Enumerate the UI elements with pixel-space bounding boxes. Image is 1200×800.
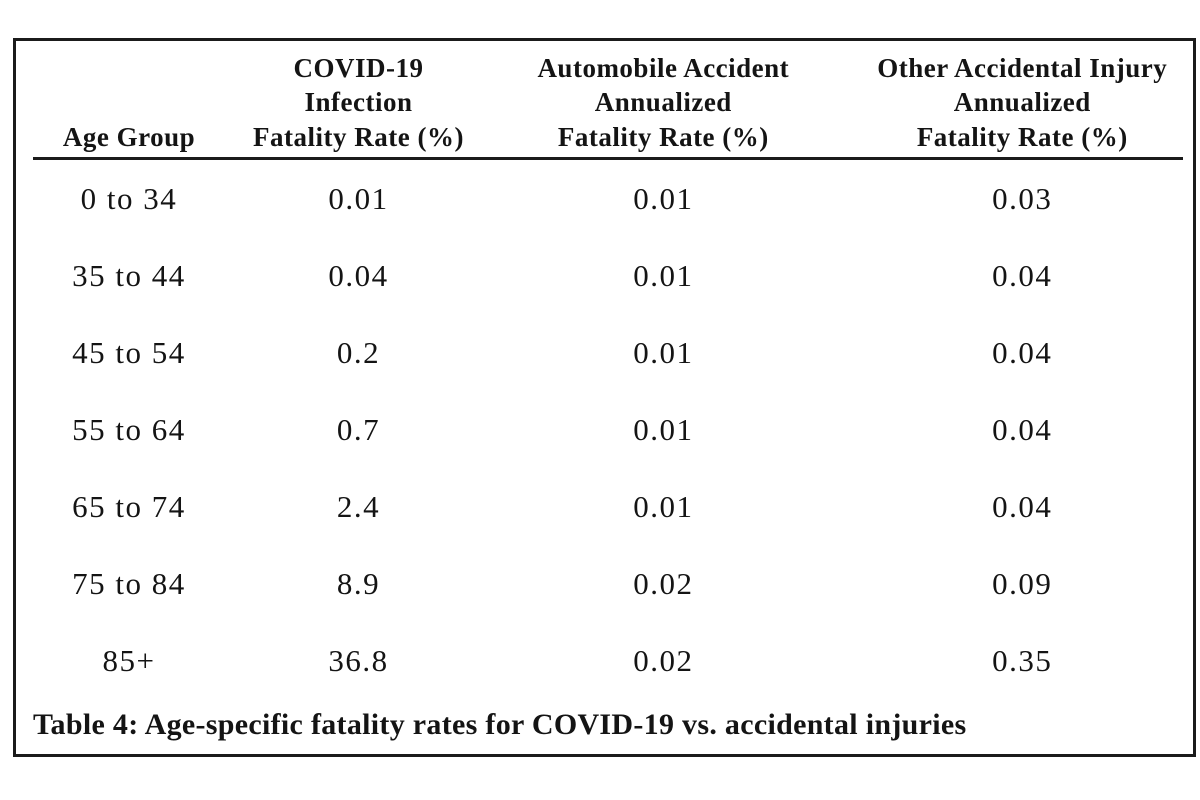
header-line: Fatality Rate (%) bbox=[253, 121, 464, 152]
table-row: 75 to 84 8.9 0.02 0.09 bbox=[16, 545, 1193, 622]
column-header-auto-accident: Automobile Accident Annualized Fatality … bbox=[475, 51, 852, 157]
cell-auto-fatality-rate: 0.02 bbox=[633, 642, 694, 678]
table-header-row: Age Group COVID-19 Infection Fatality Ra… bbox=[16, 41, 1193, 157]
header-line: Automobile Accident bbox=[537, 53, 790, 84]
cell-covid-ifr: 36.8 bbox=[328, 642, 389, 678]
header-line: COVID-19 bbox=[293, 53, 424, 84]
cell-covid-ifr: 0.7 bbox=[336, 411, 381, 447]
cell-age-group: 0 to 34 bbox=[80, 180, 178, 216]
table-row: 55 to 64 0.7 0.01 0.04 bbox=[16, 391, 1193, 468]
cell-auto-fatality-rate: 0.01 bbox=[633, 334, 694, 370]
cell-covid-ifr: 0.01 bbox=[328, 180, 389, 216]
table-row: 85+ 36.8 0.02 0.35 bbox=[16, 622, 1193, 699]
cell-age-group: 65 to 74 bbox=[72, 488, 186, 524]
table-body: 0 to 34 0.01 0.01 0.03 35 to 44 0.04 0.0… bbox=[16, 160, 1193, 699]
cell-age-group: 35 to 44 bbox=[72, 257, 186, 293]
cell-age-group: 75 to 84 bbox=[72, 565, 186, 601]
header-line: Fatality Rate (%) bbox=[557, 121, 769, 152]
cell-covid-ifr: 2.4 bbox=[336, 488, 381, 524]
header-line: Annualized bbox=[953, 87, 1091, 118]
cell-auto-fatality-rate: 0.01 bbox=[633, 488, 694, 524]
cell-other-fatality-rate: 0.09 bbox=[992, 565, 1053, 601]
cell-covid-ifr: 8.9 bbox=[336, 565, 381, 601]
cell-age-group: 85+ bbox=[102, 642, 156, 678]
cell-other-fatality-rate: 0.03 bbox=[992, 180, 1053, 216]
header-line: Age Group bbox=[62, 121, 196, 152]
cell-covid-ifr: 0.04 bbox=[328, 257, 389, 293]
table-4-container: Age Group COVID-19 Infection Fatality Ra… bbox=[13, 38, 1196, 757]
cell-age-group: 45 to 54 bbox=[72, 334, 186, 370]
table-caption: Table 4: Age-specific fatality rates for… bbox=[33, 708, 967, 741]
cell-other-fatality-rate: 0.35 bbox=[992, 642, 1053, 678]
table-row: 45 to 54 0.2 0.01 0.04 bbox=[16, 314, 1193, 391]
cell-other-fatality-rate: 0.04 bbox=[992, 488, 1053, 524]
column-header-covid-ifr: COVID-19 Infection Fatality Rate (%) bbox=[242, 51, 475, 157]
header-line: Fatality Rate (%) bbox=[916, 121, 1128, 152]
table-row: 65 to 74 2.4 0.01 0.04 bbox=[16, 468, 1193, 545]
cell-auto-fatality-rate: 0.01 bbox=[633, 411, 694, 447]
header-underline bbox=[33, 157, 1183, 160]
column-header-age-group: Age Group bbox=[16, 120, 242, 157]
header-line: Other Accidental Injury bbox=[877, 53, 1168, 84]
cell-other-fatality-rate: 0.04 bbox=[992, 257, 1053, 293]
header-line: Annualized bbox=[594, 87, 732, 118]
cell-auto-fatality-rate: 0.02 bbox=[633, 565, 694, 601]
cell-auto-fatality-rate: 0.01 bbox=[633, 257, 694, 293]
header-line: Infection bbox=[304, 87, 413, 118]
cell-covid-ifr: 0.2 bbox=[336, 334, 381, 370]
column-header-other-injury: Other Accidental Injury Annualized Fatal… bbox=[852, 51, 1193, 157]
cell-auto-fatality-rate: 0.01 bbox=[633, 180, 694, 216]
cell-other-fatality-rate: 0.04 bbox=[992, 411, 1053, 447]
table-row: 0 to 34 0.01 0.01 0.03 bbox=[16, 160, 1193, 237]
cell-age-group: 55 to 64 bbox=[72, 411, 186, 447]
table-row: 35 to 44 0.04 0.01 0.04 bbox=[16, 237, 1193, 314]
cell-other-fatality-rate: 0.04 bbox=[992, 334, 1053, 370]
